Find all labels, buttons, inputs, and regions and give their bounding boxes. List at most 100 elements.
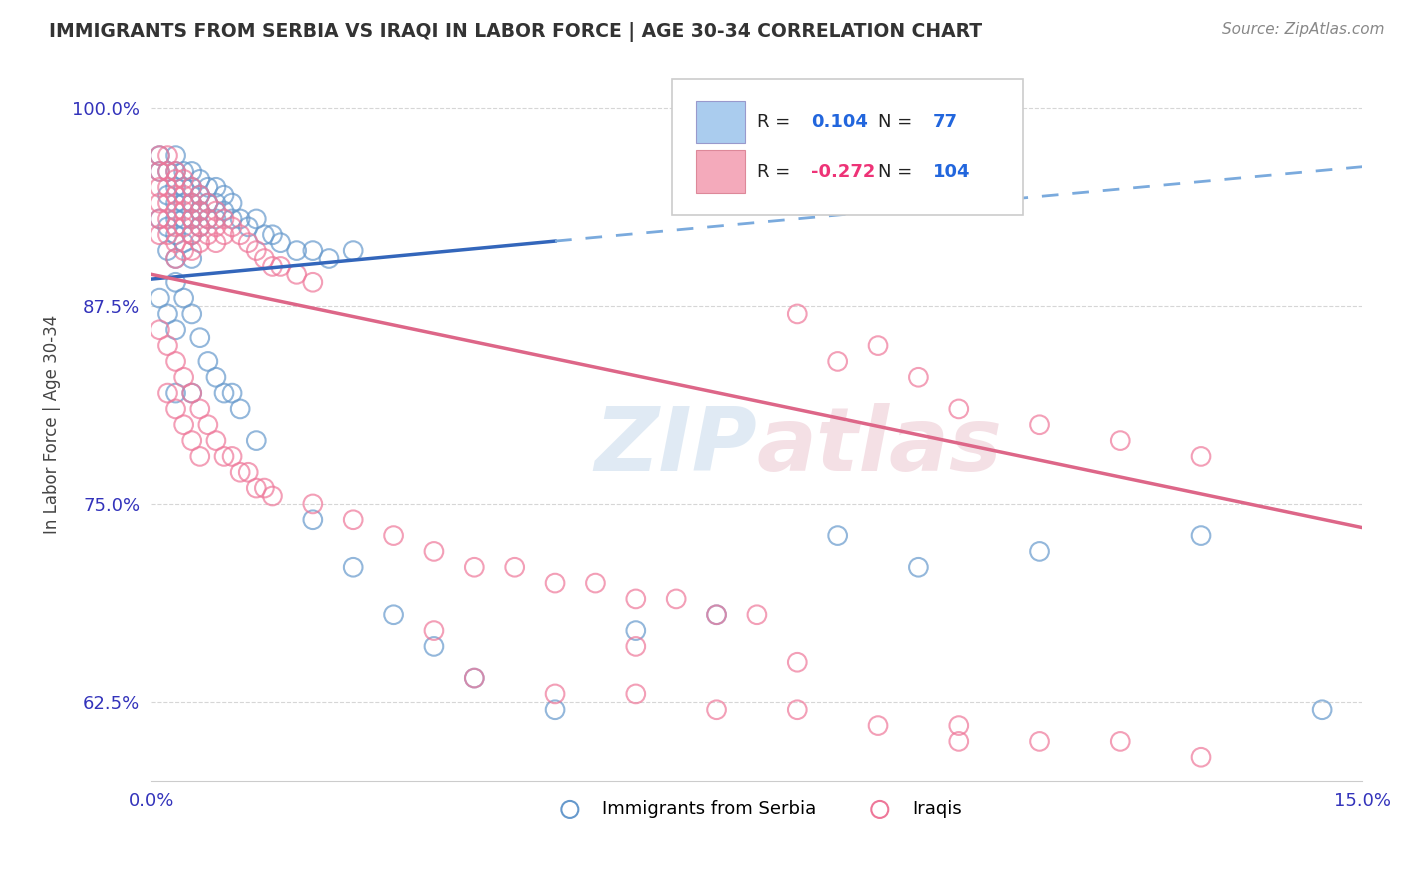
Point: [180, 434, 202, 448]
Point: [262, 489, 284, 503]
Point: [382, 528, 405, 542]
Point: [221, 450, 243, 464]
Point: [165, 252, 187, 266]
Point: [197, 211, 219, 226]
Point: [624, 640, 647, 654]
Point: [212, 386, 235, 401]
Point: [188, 331, 211, 345]
Point: [221, 386, 243, 401]
Point: [197, 354, 219, 368]
Point: [342, 513, 364, 527]
Point: [180, 252, 202, 266]
Point: [173, 164, 195, 178]
Point: [173, 417, 195, 432]
Point: [245, 481, 267, 495]
Point: [188, 204, 211, 219]
Point: [423, 544, 446, 558]
Point: [165, 164, 187, 178]
Point: [165, 275, 187, 289]
Point: [948, 734, 970, 748]
Point: [188, 401, 211, 416]
Point: [156, 196, 179, 211]
Point: [221, 219, 243, 234]
Y-axis label: In Labor Force | Age 30-34: In Labor Force | Age 30-34: [44, 315, 60, 534]
Point: [301, 497, 323, 511]
Point: [165, 204, 187, 219]
Point: [342, 244, 364, 258]
Point: [948, 718, 970, 732]
Point: [423, 640, 446, 654]
Point: [907, 370, 929, 384]
Point: [180, 180, 202, 194]
Point: [180, 211, 202, 226]
Point: [156, 307, 179, 321]
Point: [148, 211, 170, 226]
Point: [212, 188, 235, 202]
Point: [188, 172, 211, 186]
Point: [197, 227, 219, 242]
Point: [706, 607, 728, 622]
Point: [423, 624, 446, 638]
Point: [205, 196, 228, 211]
Point: [1028, 734, 1050, 748]
Point: [197, 196, 219, 211]
Point: [342, 560, 364, 574]
Point: [148, 164, 170, 178]
Point: [156, 386, 179, 401]
Point: [197, 417, 219, 432]
Point: [156, 164, 179, 178]
Point: [221, 196, 243, 211]
Text: Source: ZipAtlas.com: Source: ZipAtlas.com: [1222, 22, 1385, 37]
Point: [180, 211, 202, 226]
Point: [165, 188, 187, 202]
Point: [245, 244, 267, 258]
Text: 77: 77: [932, 113, 957, 131]
Point: [624, 591, 647, 606]
Point: [165, 164, 187, 178]
Point: [165, 180, 187, 194]
Point: [245, 434, 267, 448]
Point: [188, 219, 211, 234]
Point: [706, 703, 728, 717]
Point: [197, 196, 219, 211]
Point: [205, 235, 228, 250]
Point: [382, 607, 405, 622]
Point: [463, 560, 485, 574]
Point: [156, 211, 179, 226]
Point: [1109, 434, 1132, 448]
Point: [180, 386, 202, 401]
Point: [156, 338, 179, 352]
Point: [148, 211, 170, 226]
Point: [463, 671, 485, 685]
Point: [212, 450, 235, 464]
Point: [165, 323, 187, 337]
Point: [188, 235, 211, 250]
Text: N =: N =: [877, 113, 918, 131]
Point: [745, 607, 768, 622]
Point: [156, 188, 179, 202]
Point: [148, 148, 170, 162]
Text: atlas: atlas: [756, 402, 1002, 490]
Point: [1189, 528, 1212, 542]
Point: [238, 465, 260, 479]
Point: [165, 252, 187, 266]
Point: [173, 204, 195, 219]
Point: [948, 401, 970, 416]
Point: [285, 268, 308, 282]
Text: -0.272: -0.272: [811, 163, 876, 181]
Point: [1189, 750, 1212, 764]
Point: [180, 196, 202, 211]
Point: [624, 687, 647, 701]
Point: [544, 703, 567, 717]
Point: [285, 244, 308, 258]
Point: [173, 244, 195, 258]
Bar: [696, 151, 745, 194]
Point: [156, 227, 179, 242]
Point: [180, 227, 202, 242]
Point: [156, 148, 179, 162]
Point: [188, 204, 211, 219]
Point: [173, 235, 195, 250]
Point: [229, 465, 252, 479]
Point: [1189, 450, 1212, 464]
Point: [786, 703, 808, 717]
